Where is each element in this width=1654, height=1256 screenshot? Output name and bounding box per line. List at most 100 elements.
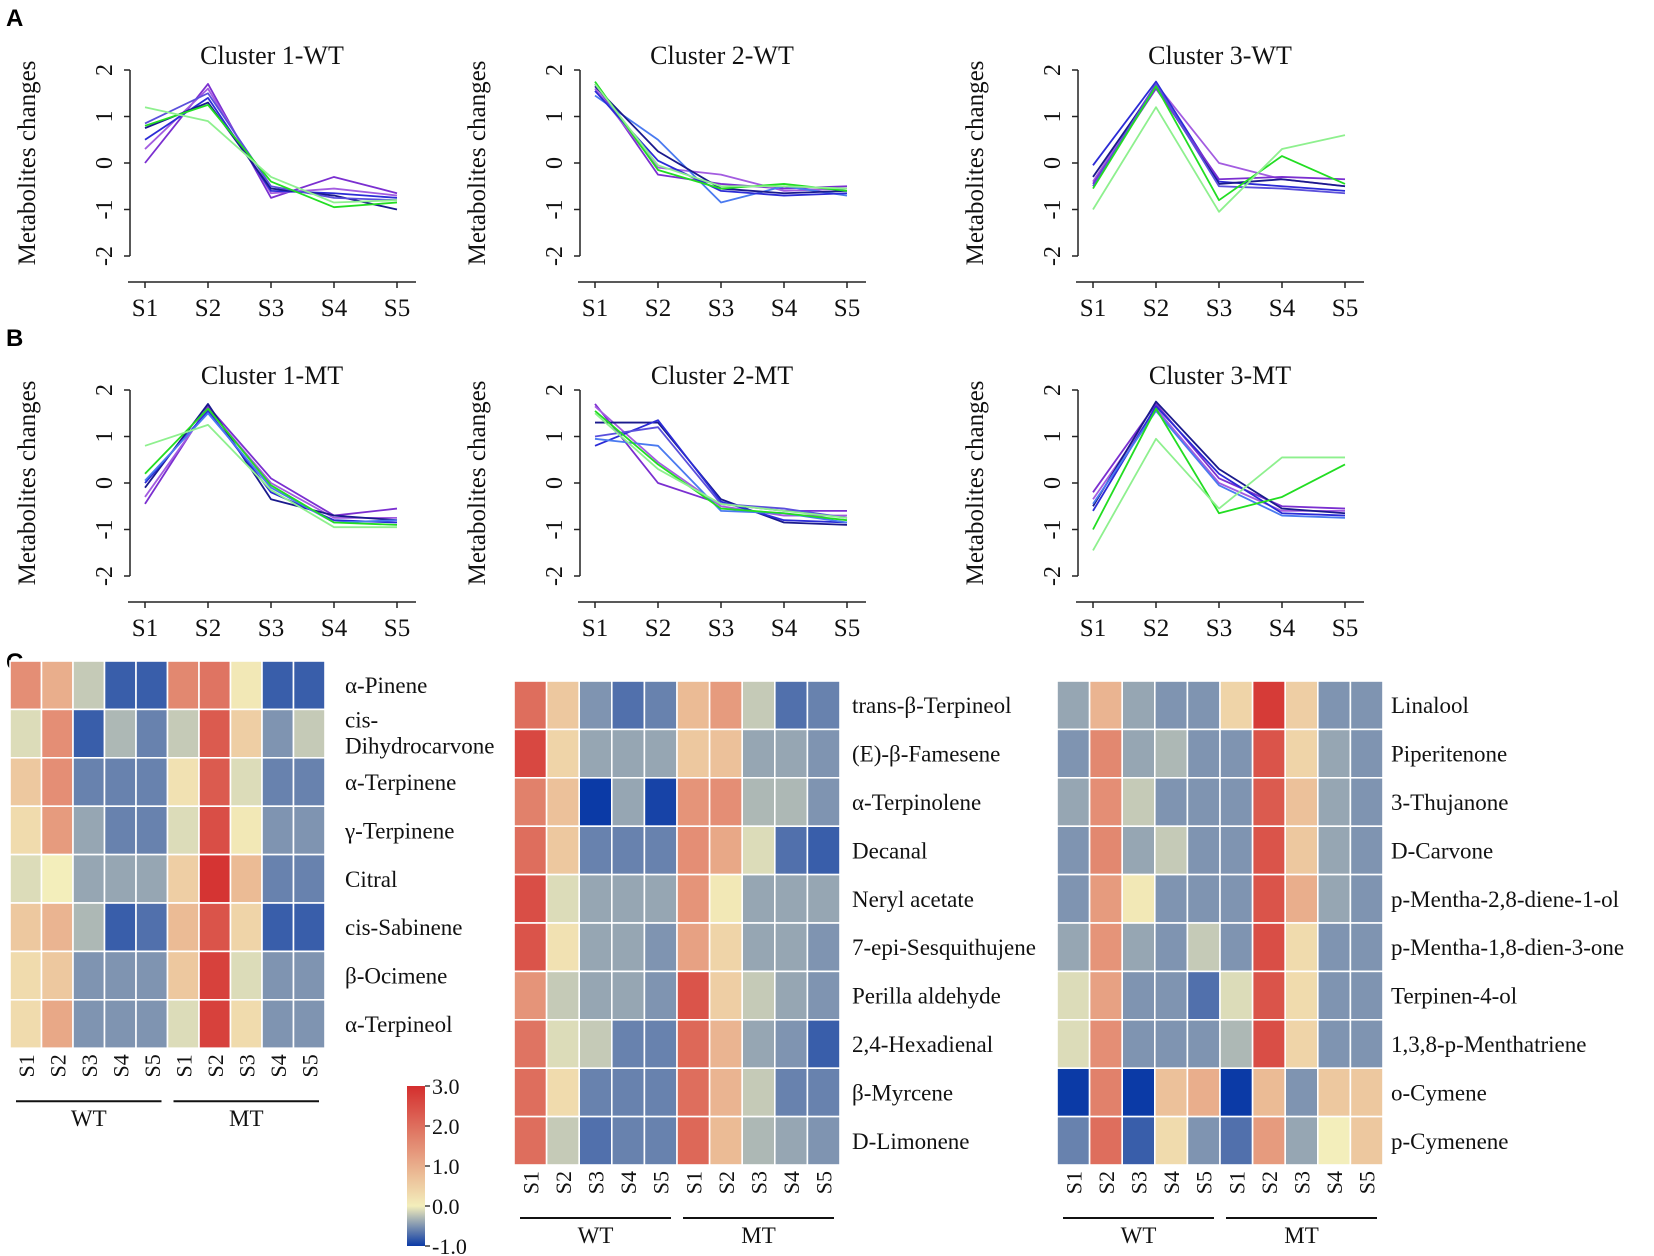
column-label: S2 — [203, 1054, 228, 1077]
heatmap-cell — [1186, 873, 1221, 924]
y-tick-label: 2 — [1040, 64, 1066, 76]
row-label: D-Limonene — [852, 1129, 970, 1154]
row-label: cis-Sabinene — [345, 915, 463, 940]
heatmap-cell — [741, 1115, 776, 1166]
column-label: S2 — [1094, 1171, 1119, 1194]
heatmap-cell — [9, 660, 43, 711]
chart-title: Cluster 2-WT — [650, 41, 794, 70]
heatmap-cell — [610, 1067, 646, 1118]
column-label: S5 — [297, 1054, 322, 1077]
heatmap-cell — [1284, 1067, 1319, 1118]
heatmap-cell — [9, 998, 43, 1049]
series-line-6 — [1092, 407, 1346, 530]
heatmap-cell — [578, 873, 613, 924]
heatmap-cell — [1251, 680, 1286, 731]
heatmap-cell — [1056, 776, 1091, 827]
x-tick-label: S3 — [1206, 615, 1232, 642]
heatmap-cell — [1251, 825, 1286, 876]
heatmap-cell — [1121, 1067, 1156, 1118]
y-axis-label: Metabolites changes — [962, 61, 989, 266]
heatmap-cell — [40, 853, 74, 904]
heatmap-cell — [545, 680, 580, 731]
heatmap-cell — [1219, 970, 1254, 1021]
heatmap-cell — [513, 776, 548, 827]
heatmap-cell — [1251, 1018, 1286, 1069]
heatmap-cell — [103, 902, 137, 953]
heatmap-cell — [72, 708, 106, 759]
heatmap-cell — [643, 728, 678, 779]
line-charts: Cluster 1-WT Metabolites changes 2 1 0 -1 -2 S1… — [14, 41, 1364, 642]
heatmap-cell — [1154, 873, 1189, 924]
row-label: 3-Thujanone — [1391, 790, 1509, 815]
heatmap-cell — [1088, 1067, 1123, 1118]
heatmap-cell — [40, 660, 74, 711]
heatmap-cell — [103, 756, 137, 807]
heatmap-cell — [643, 825, 678, 876]
chart-title: Cluster 2-MT — [651, 361, 793, 390]
series-line-2 — [144, 87, 398, 197]
heatmap-cell — [1284, 1115, 1319, 1166]
series-line-3 — [1092, 85, 1346, 188]
heatmap-cell — [741, 825, 776, 876]
heatmap-cell — [135, 998, 169, 1049]
heatmaps: α-Pinene cis-Dihydrocarvone α-Terpinene γ-T… — [9, 660, 1624, 1248]
heatmap-cell — [676, 680, 711, 731]
series-line-3 — [1092, 400, 1346, 515]
heatmap-cell — [513, 1067, 548, 1118]
heatmap-cell — [513, 1018, 548, 1069]
y-tick-label: -1 — [1040, 520, 1066, 540]
heatmap-cell — [610, 728, 646, 779]
y-tick-label: 0 — [92, 477, 118, 489]
y-tick-label: 2 — [542, 384, 568, 396]
column-label: S5 — [1192, 1171, 1217, 1194]
heatmap-cell — [773, 1115, 809, 1166]
series-line-4 — [1092, 87, 1346, 185]
x-tick-label: S5 — [384, 615, 410, 642]
heatmap-cell — [1284, 1018, 1319, 1069]
heatmap-cell — [261, 902, 295, 953]
heatmap-cell — [643, 1115, 678, 1166]
heatmap-cell — [1186, 1115, 1221, 1166]
column-label: S3 — [584, 1171, 609, 1194]
heatmap-cell — [708, 1018, 743, 1069]
y-tick-label: -2 — [542, 566, 568, 586]
heatmap-cell — [1056, 825, 1091, 876]
heatmap-cell — [513, 1115, 548, 1166]
column-label: S2 — [45, 1054, 70, 1077]
heatmap-cell — [103, 708, 137, 759]
x-tick-label: S3 — [708, 295, 734, 322]
heatmap-cell — [1154, 680, 1189, 731]
heatmap-cell — [1317, 825, 1352, 876]
heatmap-cell — [166, 950, 200, 1001]
heatmap-cell — [40, 950, 74, 1001]
series-line-1 — [1092, 403, 1346, 510]
y-tick-label: 1 — [1040, 111, 1066, 123]
heatmap-cell — [72, 853, 106, 904]
heatmap-cell — [1154, 776, 1189, 827]
heatmap-cell — [806, 970, 841, 1021]
heatmap-cell — [741, 776, 776, 827]
panel-label-b: B — [6, 325, 23, 352]
series-line-2 — [144, 407, 397, 519]
row-label: 7-epi-Sesquithujene — [852, 935, 1036, 960]
heatmap-cell — [545, 1067, 580, 1118]
row-label-line: cis- — [345, 708, 378, 733]
heatmap-cell — [40, 708, 74, 759]
heatmap-cell — [198, 756, 232, 807]
heatmap-cell — [9, 853, 43, 904]
heatmap-cell — [1121, 776, 1156, 827]
y-tick-label: 1 — [92, 111, 118, 123]
heatmap-cell — [1056, 970, 1091, 1021]
heatmap-cell — [676, 873, 711, 924]
heatmap-cell — [1251, 873, 1286, 924]
x-tick-label: S5 — [384, 295, 410, 322]
series-line-7 — [594, 83, 848, 190]
series-line-3 — [144, 403, 398, 522]
heatmap-cell — [643, 970, 678, 1021]
x-tick-label: S1 — [132, 295, 158, 322]
heatmap-cell — [198, 998, 232, 1049]
heatmap-cell — [1317, 922, 1352, 973]
x-tick-label: S3 — [1206, 295, 1232, 322]
heatmap-cell — [1121, 1115, 1156, 1166]
column-label: S3 — [1127, 1171, 1152, 1194]
